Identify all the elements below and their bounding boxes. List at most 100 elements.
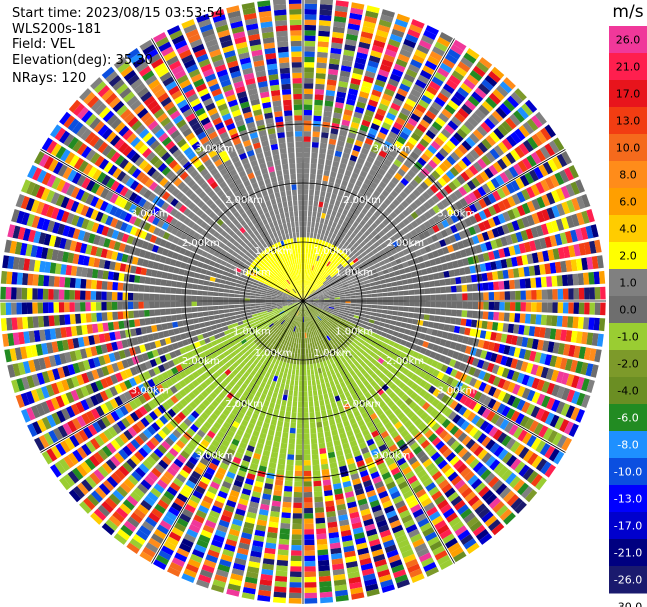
radar-gate xyxy=(480,469,492,481)
radar-gate xyxy=(549,355,558,367)
radar-gate xyxy=(431,436,442,447)
radar-gate xyxy=(541,302,548,313)
radar-gate xyxy=(314,507,325,513)
radar-gate xyxy=(362,321,369,326)
radar-gate xyxy=(351,189,358,197)
radar-gate xyxy=(402,145,412,155)
radar-gate xyxy=(340,157,349,165)
radar-gate xyxy=(391,281,398,287)
radar-gate xyxy=(390,228,398,235)
radar-gate xyxy=(307,296,313,299)
radar-gate xyxy=(359,124,369,133)
radar-gate xyxy=(326,328,332,334)
radar-gate xyxy=(351,2,365,10)
radar-gate xyxy=(454,392,464,402)
radar-gate xyxy=(312,131,320,138)
radar-gate xyxy=(584,287,590,300)
radar-gate xyxy=(282,427,289,433)
radar-gate xyxy=(288,390,294,396)
radar-gate xyxy=(536,210,545,223)
radar-gate xyxy=(338,218,344,226)
radar-gate xyxy=(305,291,308,297)
radar-gate xyxy=(374,113,385,122)
radar-gate xyxy=(448,325,455,333)
radar-gate xyxy=(493,445,505,457)
radar-gate xyxy=(364,283,371,288)
radar-gate xyxy=(440,308,447,316)
radar-gate xyxy=(304,104,313,111)
radar-gate xyxy=(378,336,386,342)
radar-gate xyxy=(403,159,413,169)
radar-gate xyxy=(370,181,378,190)
radar-gate xyxy=(432,204,441,214)
radar-gate xyxy=(521,254,529,265)
radar-gate xyxy=(310,289,315,294)
radar-gate xyxy=(311,147,319,154)
radar-gate xyxy=(314,278,319,284)
radar-gate xyxy=(456,293,463,301)
radar-gate xyxy=(583,241,592,255)
radar-gate xyxy=(384,239,392,246)
radar-gate xyxy=(399,327,406,334)
radar-gate xyxy=(540,314,547,326)
radar-gate xyxy=(471,357,480,367)
radar-gate xyxy=(332,286,338,290)
radar-gate xyxy=(484,167,494,179)
radar-gate xyxy=(437,67,450,78)
radar-gate xyxy=(488,92,501,105)
radar-gate xyxy=(453,91,466,103)
radar-gate xyxy=(331,314,337,318)
radar-gate xyxy=(335,241,341,248)
radar-gate xyxy=(424,443,434,453)
radar-gate xyxy=(308,348,311,354)
radar-gate xyxy=(361,119,371,128)
radar-gate xyxy=(355,306,362,310)
radar-gate xyxy=(561,372,570,385)
radar-gate xyxy=(360,234,367,241)
radar-gate xyxy=(348,159,356,167)
radar-gate xyxy=(382,226,390,234)
radar-gate xyxy=(393,386,402,395)
radar-gate xyxy=(344,44,356,52)
radar-gate xyxy=(481,231,490,241)
radar-gate xyxy=(541,381,550,393)
radar-gate xyxy=(474,503,487,515)
radar-gate xyxy=(376,289,383,293)
radar-gate xyxy=(372,141,382,150)
radar-gate xyxy=(434,41,448,52)
radar-gate xyxy=(381,313,387,319)
radar-gate xyxy=(524,278,531,289)
radar-gate xyxy=(304,83,314,89)
radar-gate xyxy=(369,351,376,358)
radar-gate xyxy=(561,217,570,230)
radar-gate xyxy=(317,307,323,311)
radar-gate xyxy=(530,314,537,325)
radar-gate xyxy=(316,261,321,267)
radar-gate xyxy=(313,200,319,207)
radar-gate xyxy=(410,88,422,99)
radar-gate xyxy=(492,190,502,202)
radar-gate xyxy=(556,153,568,168)
radar-gate xyxy=(340,296,346,299)
radar-gate xyxy=(346,243,353,250)
radar-gate xyxy=(357,96,368,104)
radar-gate xyxy=(303,370,307,376)
radar-gate xyxy=(332,274,338,279)
radar-gate xyxy=(322,246,327,253)
radar-gate xyxy=(375,329,383,336)
radar-gate xyxy=(348,88,359,96)
radar-gate xyxy=(414,295,420,301)
radar-gate xyxy=(471,235,480,245)
radar-gate xyxy=(522,449,534,463)
radar-gate xyxy=(442,83,455,94)
radar-gate xyxy=(380,392,388,400)
radar-gate xyxy=(456,285,462,293)
radar-gate xyxy=(424,349,432,357)
radar-gate xyxy=(186,313,193,319)
radar-gate xyxy=(497,213,506,224)
radar-gate xyxy=(333,307,340,311)
radar-gate xyxy=(345,277,352,282)
radar-gate xyxy=(540,223,549,236)
radar-gate xyxy=(370,50,383,59)
radar-gate xyxy=(481,320,488,330)
